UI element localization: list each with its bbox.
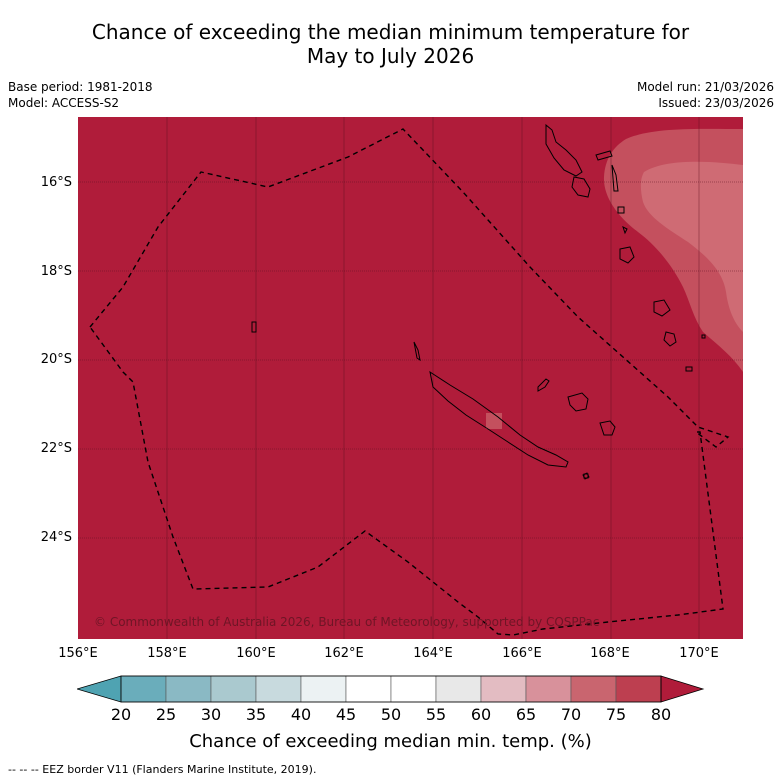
y-tick-18s: 18°S	[40, 264, 72, 279]
probability-patch	[486, 413, 502, 429]
colorbar-tick-label: 40	[290, 705, 312, 724]
colorbar-tick-label: 45	[335, 705, 357, 724]
colorbar-segment	[165, 675, 212, 703]
colorbar-tick-label: 20	[110, 705, 132, 724]
meridian-lines	[166, 117, 700, 639]
issued-date: Issued: 23/03/2026	[658, 96, 774, 110]
x-tick-166e: 166°E	[502, 646, 542, 661]
map-title-line1: Chance of exceeding the median minimum t…	[91, 20, 690, 44]
lifou-island	[567, 392, 589, 412]
x-tick-156e: 156°E	[58, 646, 98, 661]
y-tick-20s: 20°S	[40, 352, 72, 367]
colorbar-segment	[525, 675, 572, 703]
belep-islands	[413, 341, 421, 362]
forecast-map	[78, 117, 743, 639]
pentecost-island	[611, 164, 619, 192]
colorbar-tick-label: 75	[605, 705, 627, 724]
walpole-island	[583, 473, 589, 479]
colorbar-tick-label: 70	[560, 705, 582, 724]
y-tick-22s: 22°S	[40, 441, 72, 456]
x-tick-168e: 168°E	[590, 646, 630, 661]
colorbar-tick-label: 35	[245, 705, 267, 724]
colorbar-segment	[255, 675, 302, 703]
x-tick-158e: 158°E	[147, 646, 187, 661]
colorbar-under-arrow	[77, 675, 122, 703]
colorbar-segment	[615, 675, 662, 703]
new-caledonia-island	[429, 370, 569, 468]
colorbar-label: Chance of exceeding median min. temp. (%…	[189, 731, 592, 752]
map-title-line2: May to July 2026	[306, 44, 475, 68]
espiritu-santo-island	[545, 123, 583, 177]
colorbar-tick-label: 30	[200, 705, 222, 724]
colorbar-segment	[480, 675, 527, 703]
rennell-island	[251, 321, 257, 333]
x-tick-164e: 164°E	[413, 646, 453, 661]
colorbar-segment	[210, 675, 257, 703]
probability-band-65-70	[640, 161, 743, 332]
colorbar-segment	[120, 675, 167, 703]
colorbar-segment	[390, 675, 437, 703]
model-name: Model: ACCESS-S2	[8, 96, 120, 110]
colorbar-tick-label: 50	[380, 705, 402, 724]
colorbar-tick-label: 80	[650, 705, 672, 724]
colorbar-tick-label: 65	[515, 705, 537, 724]
malekula-island	[571, 176, 591, 198]
eez-border	[89, 128, 730, 636]
x-tick-160e: 160°E	[236, 646, 276, 661]
y-tick-24s: 24°S	[40, 530, 72, 545]
model-run-date: Model run: 21/03/2026	[636, 80, 774, 94]
shepherd-islands	[622, 226, 628, 235]
eez-legend-note: -- -- -- EEZ border V11 (Flanders Marine…	[8, 763, 317, 776]
aneityum-island	[685, 366, 693, 372]
x-tick-170e: 170°E	[679, 646, 719, 661]
colorbar	[77, 675, 705, 703]
colorbar-tick-label: 55	[425, 705, 447, 724]
ouvea-island	[537, 378, 550, 392]
copyright-notice: © Commonwealth of Australia 2026, Bureau…	[94, 615, 600, 629]
colorbar-segment	[435, 675, 482, 703]
colorbar-segment	[570, 675, 617, 703]
colorbar-segment	[300, 675, 347, 703]
matthew-island	[701, 334, 706, 339]
base-period: Base period: 1981-2018	[8, 80, 153, 94]
y-tick-16s: 16°S	[40, 175, 72, 190]
efate-island	[619, 246, 635, 264]
colorbar-tick-label: 25	[155, 705, 177, 724]
colorbar-segment	[345, 675, 392, 703]
erromango-island	[653, 299, 671, 317]
colorbar-tick-label: 60	[470, 705, 492, 724]
tanna-island	[663, 331, 677, 347]
colorbar-outline	[120, 675, 662, 703]
mare-island	[599, 420, 616, 436]
gridlines	[78, 181, 743, 539]
ambae-island	[595, 150, 613, 161]
x-tick-162e: 162°E	[324, 646, 364, 661]
epi-island	[617, 206, 625, 214]
colorbar-over-arrow	[660, 675, 705, 703]
